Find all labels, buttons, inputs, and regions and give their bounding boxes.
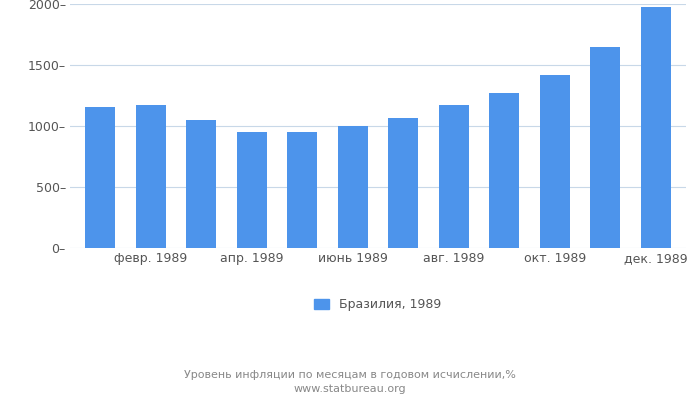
Bar <box>489 93 519 248</box>
Bar <box>287 132 317 248</box>
Bar <box>237 132 267 248</box>
Bar <box>439 105 469 248</box>
Text: www.statbureau.org: www.statbureau.org <box>294 384 406 394</box>
Bar <box>388 118 419 248</box>
Bar <box>540 74 570 248</box>
Bar <box>337 126 368 248</box>
Text: Уровень инфляции по месяцам в годовом исчислении,%: Уровень инфляции по месяцам в годовом ис… <box>184 370 516 380</box>
Bar <box>590 47 620 248</box>
Legend: Бразилия, 1989: Бразилия, 1989 <box>314 298 442 311</box>
Bar <box>136 105 166 248</box>
Bar <box>85 107 116 248</box>
Bar <box>186 120 216 248</box>
Bar <box>640 7 671 248</box>
